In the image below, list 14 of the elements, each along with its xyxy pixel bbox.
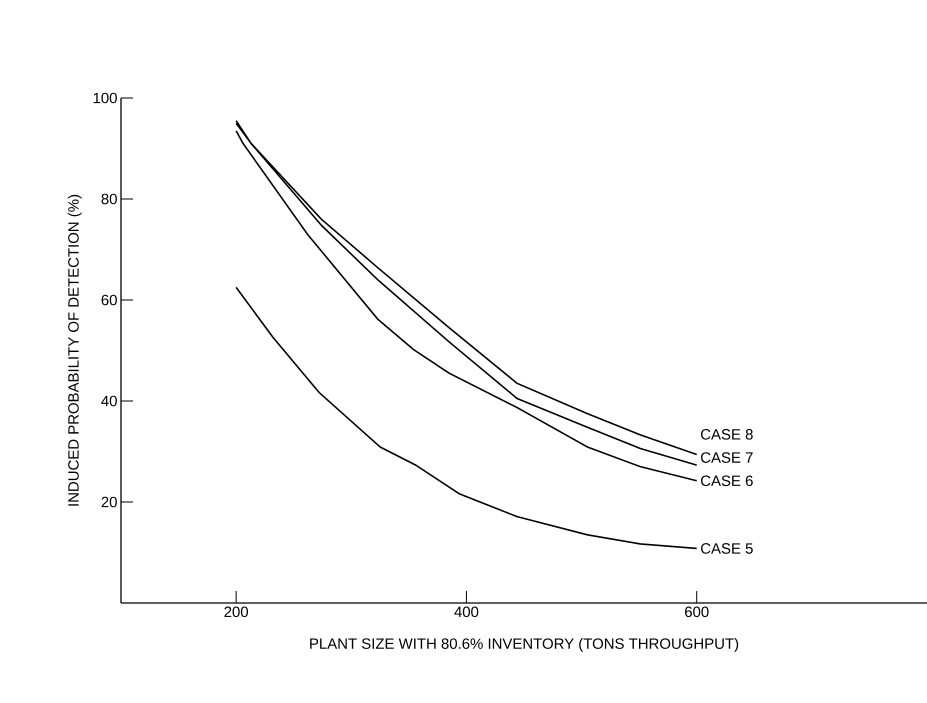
x-tick-label: 600 <box>685 606 709 618</box>
series-label: CASE 5 <box>701 543 753 554</box>
x-tick-label: 400 <box>454 606 478 618</box>
y-tick-label: 80 <box>102 194 117 204</box>
series-label: CASE 8 <box>701 429 753 440</box>
x-axis-title: PLANT SIZE WITH 80.6% INVENTORY (TONS THROUGHPUT) <box>310 638 738 652</box>
y-tick-label: 40 <box>101 396 117 406</box>
series-label: CASE 7 <box>701 452 753 463</box>
x-tick-label: 200 <box>224 606 248 618</box>
y-tick-label: 20 <box>102 496 117 508</box>
y-axis-title: INDUCED PROBABILITY OF DETECTION (%) <box>68 194 82 506</box>
series-label: CASE 6 <box>701 475 753 486</box>
y-tick-label: 100 <box>94 92 117 104</box>
y-tick-label: 60 <box>102 294 117 306</box>
